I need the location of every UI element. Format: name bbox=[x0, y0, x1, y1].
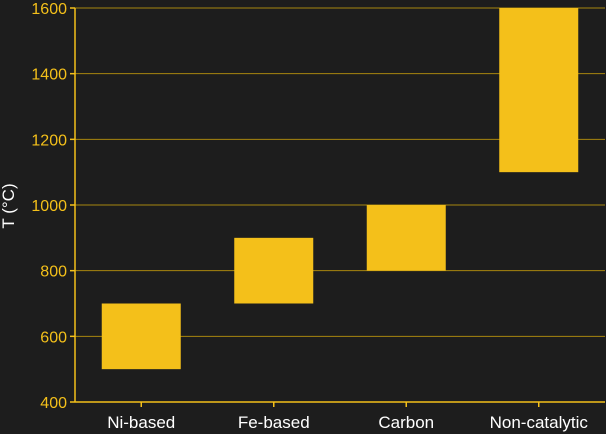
bar-ni-based bbox=[101, 303, 181, 370]
x-tick-label-ni-based: Ni-based bbox=[107, 413, 175, 432]
x-tick-label-non-catalytic: Non-catalytic bbox=[490, 413, 589, 432]
x-tick-label-fe-based: Fe-based bbox=[238, 413, 310, 432]
y-axis-title: T (°C) bbox=[0, 183, 18, 228]
axes bbox=[70, 7, 605, 407]
x-tick-labels: Ni-based Fe-based Carbon Non-catalytic bbox=[107, 413, 588, 432]
x-tick-label-carbon: Carbon bbox=[378, 413, 434, 432]
y-tick-label-800: 800 bbox=[40, 264, 67, 281]
bar-fe-based bbox=[234, 237, 314, 304]
y-tick-label-600: 600 bbox=[40, 329, 67, 346]
bar-carbon bbox=[366, 205, 446, 271]
y-tick-label-1600: 1600 bbox=[31, 1, 67, 18]
y-tick-label-1400: 1400 bbox=[31, 67, 67, 84]
y-tick-label-400: 400 bbox=[40, 395, 67, 412]
y-tick-label-1200: 1200 bbox=[31, 132, 67, 149]
bars bbox=[101, 8, 579, 370]
bar-non-catalytic bbox=[499, 8, 579, 173]
gridlines bbox=[75, 7, 605, 337]
y-tick-labels: 400 600 800 1000 1200 1400 1600 bbox=[31, 1, 67, 412]
y-tick-label-1000: 1000 bbox=[31, 198, 67, 215]
